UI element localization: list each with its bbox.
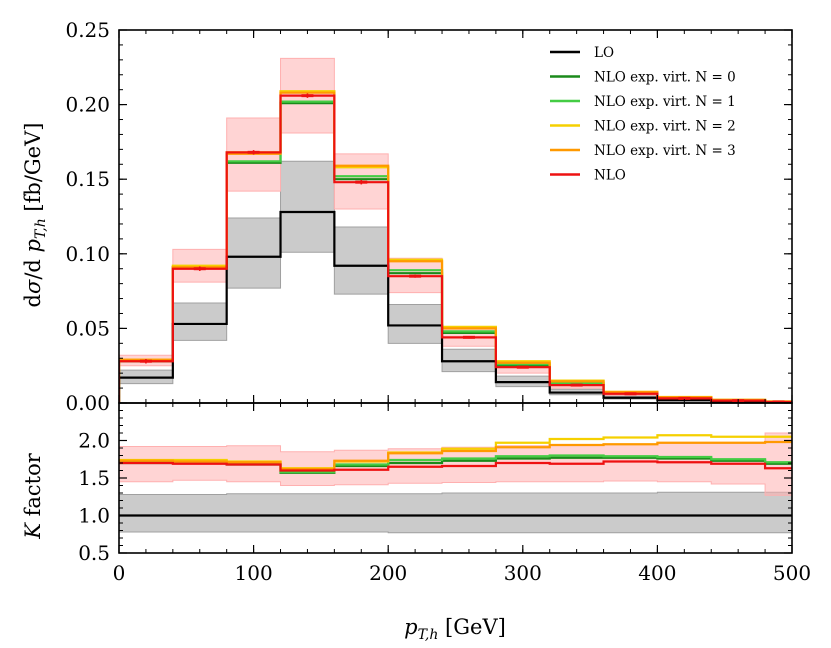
y-tick-label: 1.5 <box>78 466 110 490</box>
legend-entry: NLO exp. virt. N = 2 <box>594 119 736 135</box>
legend-entry: NLO exp. virt. N = 1 <box>594 94 736 110</box>
x-tick-label: 300 <box>504 561 542 585</box>
y-tick-label: 0.10 <box>65 242 110 266</box>
main-panel: 0.00 0.05 0.10 0.15 0.20 0.25 <box>65 18 793 415</box>
line-ratio-nlo <box>119 460 792 472</box>
y-tick-label: 0.05 <box>65 316 110 340</box>
line-ratio-nlo-exp-virt-n-3 <box>119 440 792 471</box>
x-tick-label: 400 <box>638 561 676 585</box>
x-tick-label: 500 <box>773 561 811 585</box>
legend-entry: NLO exp. virt. N = 0 <box>594 70 736 86</box>
y-tick-label: 2.0 <box>78 429 110 453</box>
ratio-y-axis-label: K factor <box>21 452 45 540</box>
band-ratio-lo <box>119 491 792 534</box>
x-tick-label: 200 <box>369 561 407 585</box>
axes-frame-main <box>118 29 793 404</box>
plot-area-main <box>119 57 792 403</box>
legend-entry: LO <box>594 45 614 61</box>
band-main-lo <box>119 160 792 403</box>
y-tick-label: 0.00 <box>65 391 110 415</box>
y-tick-label: 0.20 <box>65 93 110 117</box>
plot-area-ratio <box>119 432 792 534</box>
x-tick-label: 100 <box>235 561 273 585</box>
y-tick-label: 0.5 <box>78 541 110 565</box>
main-y-axis-label: dσ/d pT,h [fb/GeV] <box>21 123 49 308</box>
legend-entry: NLO exp. virt. N = 3 <box>594 143 736 159</box>
y-tick-label: 0.25 <box>65 18 110 42</box>
x-tick-label: 0 <box>113 561 126 585</box>
y-tick-label: 0.15 <box>65 167 110 191</box>
band-ratio-nlo <box>119 432 792 496</box>
y-tick-label: 1.0 <box>78 504 110 528</box>
x-axis-label: pT,h [GeV] <box>404 615 506 643</box>
ratio-panel: 0.5 1.0 1.5 2.0 0 100 200 300 400 500 <box>78 402 811 585</box>
legend-entry: NLO <box>594 168 626 184</box>
legend: LO NLO exp. virt. N = 0 NLO exp. virt. N =… <box>550 45 736 184</box>
